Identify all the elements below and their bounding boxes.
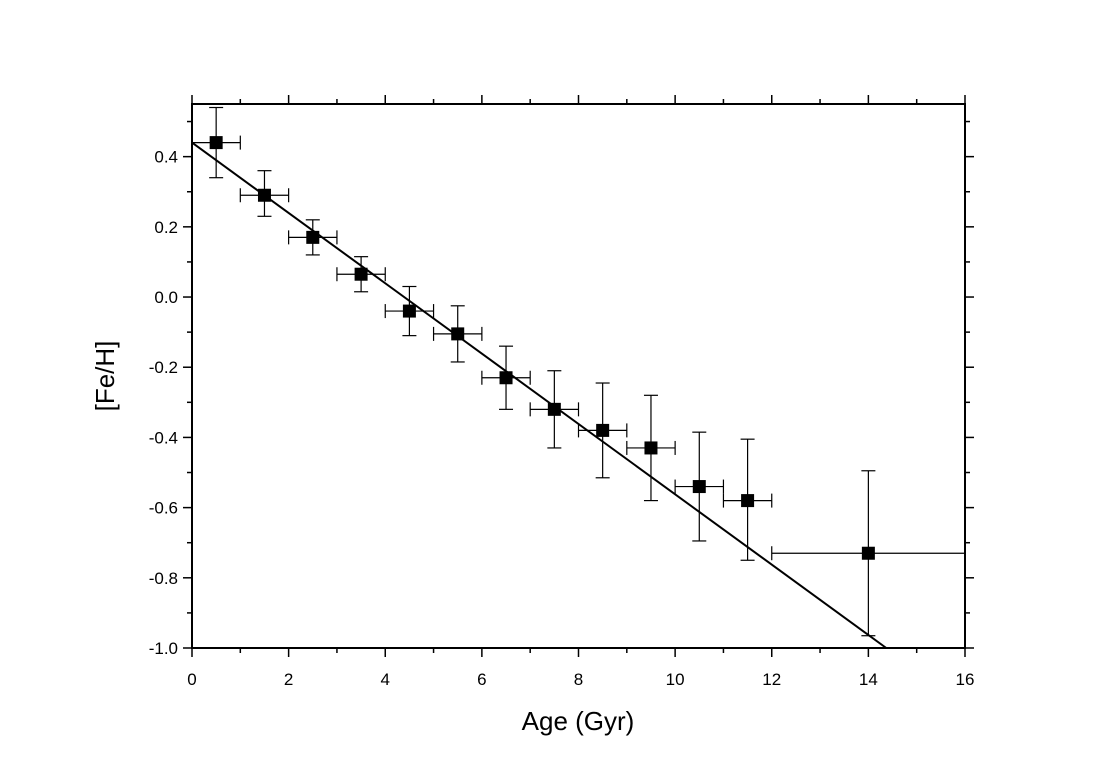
data-point-group — [288, 219, 338, 256]
y-tick-label: -0.4 — [149, 428, 178, 447]
data-point-marker — [644, 441, 658, 455]
data-point-group — [529, 370, 580, 449]
data-point-group — [674, 431, 725, 542]
y-tick-label: -0.2 — [149, 358, 178, 377]
data-point-marker — [354, 267, 368, 281]
y-tick-label: 0.4 — [154, 148, 178, 167]
data-point-group — [771, 470, 966, 637]
data-point-marker — [257, 188, 271, 202]
y-tick-label: 0.0 — [154, 288, 178, 307]
x-tick-label: 6 — [477, 670, 486, 689]
axis-ticks — [183, 95, 974, 657]
data-point-marker — [402, 304, 416, 318]
tick-labels: 0 2 4 6 8 10 12 14 16 -1.0 -0.8 -0.6 -0.4 -0.2 0.0 0.2 0… — [149, 148, 975, 689]
x-tick-label: 0 — [187, 670, 196, 689]
data-point-marker — [306, 230, 320, 244]
x-tick-label: 4 — [381, 670, 390, 689]
x-tick-label: 14 — [859, 670, 878, 689]
x-tick-label: 12 — [762, 670, 781, 689]
data-point-marker — [547, 402, 561, 416]
data-point-group — [384, 285, 435, 337]
x-tick-label: 8 — [574, 670, 583, 689]
data-point-marker — [692, 480, 706, 494]
y-tick-label: 0.2 — [154, 218, 178, 237]
y-tick-label: -0.6 — [149, 499, 178, 518]
y-tick-label: -0.8 — [149, 569, 178, 588]
data-point-marker — [596, 423, 610, 437]
x-tick-label: 16 — [956, 670, 975, 689]
data-point-marker — [741, 494, 755, 508]
data-point-marker — [451, 327, 465, 341]
data-point-group — [626, 394, 676, 502]
x-tick-label: 10 — [666, 670, 685, 689]
data-point-group — [722, 438, 773, 561]
x-axis-title: Age (Gyr) — [522, 706, 635, 736]
x-tick-label: 2 — [284, 670, 293, 689]
y-tick-label: -1.0 — [149, 639, 178, 658]
data-points — [191, 106, 966, 637]
fit-line-group — [191, 141, 887, 649]
data-point-group — [191, 106, 241, 179]
data-point-group — [432, 305, 483, 363]
data-point-group — [239, 170, 290, 217]
data-point-marker — [861, 546, 875, 560]
data-point-marker — [209, 136, 223, 150]
data-point-group — [577, 382, 628, 479]
plot-frame — [191, 103, 966, 649]
y-axis-title: [Fe/H] — [90, 341, 120, 412]
data-point-marker — [499, 371, 513, 385]
fit-line — [191, 141, 887, 649]
data-point-group — [481, 345, 531, 410]
data-point-group — [336, 256, 386, 293]
